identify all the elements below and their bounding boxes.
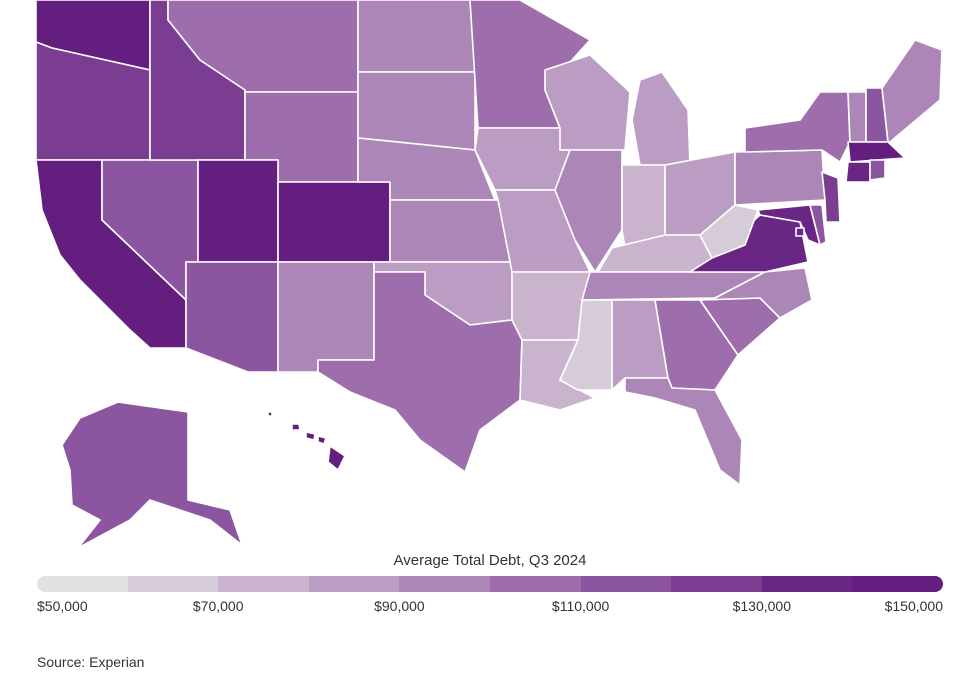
state-nd[interactable]	[357, 0, 476, 73]
source-note: Source: Experian	[37, 654, 145, 670]
state-ri[interactable]	[869, 159, 886, 181]
state-in[interactable]	[621, 164, 666, 249]
state-az[interactable]	[185, 261, 279, 373]
state-tx[interactable]	[317, 271, 523, 473]
legend-swatch	[399, 576, 490, 592]
legend-swatch	[852, 576, 943, 592]
state-me[interactable]	[881, 39, 943, 143]
state-co[interactable]	[277, 181, 391, 263]
legend-tick-label: $110,000	[551, 598, 610, 614]
state-ia[interactable]	[474, 127, 571, 191]
state-nc[interactable]	[699, 267, 813, 319]
legend-swatch	[580, 576, 672, 592]
state-ct[interactable]	[845, 161, 871, 183]
state-wv[interactable]	[699, 204, 759, 259]
state-de[interactable]	[809, 204, 827, 246]
legend-title: Average Total Debt, Q3 2024	[393, 552, 587, 569]
state-ks[interactable]	[389, 199, 513, 263]
legend-swatch	[37, 576, 128, 592]
state-ut[interactable]	[197, 159, 279, 263]
legend-tick-label: $90,000	[374, 598, 425, 614]
alaska	[61, 401, 243, 549]
state-hi[interactable]	[267, 411, 346, 471]
state-sd[interactable]	[357, 71, 476, 151]
state-vt[interactable]	[847, 91, 867, 143]
state-ak[interactable]	[61, 401, 243, 549]
legend-swatch	[671, 576, 762, 592]
state-pa[interactable]	[734, 149, 826, 206]
legend-tick-label: $130,000	[732, 598, 791, 614]
legend-swatch	[308, 576, 400, 592]
hawaii	[267, 411, 346, 471]
state-ma[interactable]	[847, 141, 906, 163]
state-il[interactable]	[554, 149, 623, 273]
legend-tick-label: $70,000	[192, 598, 244, 614]
us-map	[35, 0, 943, 549]
legend-swatch	[127, 576, 219, 592]
state-nj[interactable]	[821, 171, 841, 223]
contiguous-states	[35, 0, 943, 486]
legend-swatch	[218, 576, 309, 592]
state-mi[interactable]	[631, 71, 691, 166]
state-dc[interactable]	[795, 227, 805, 237]
legend-tick-label: $50,000	[37, 598, 88, 614]
legend-tick-label: $150,000	[884, 598, 943, 614]
legend-swatch	[489, 576, 581, 592]
legend-color-scale	[37, 576, 943, 592]
legend-swatch	[761, 576, 853, 592]
state-nm[interactable]	[277, 261, 375, 373]
state-fl[interactable]	[624, 377, 743, 486]
